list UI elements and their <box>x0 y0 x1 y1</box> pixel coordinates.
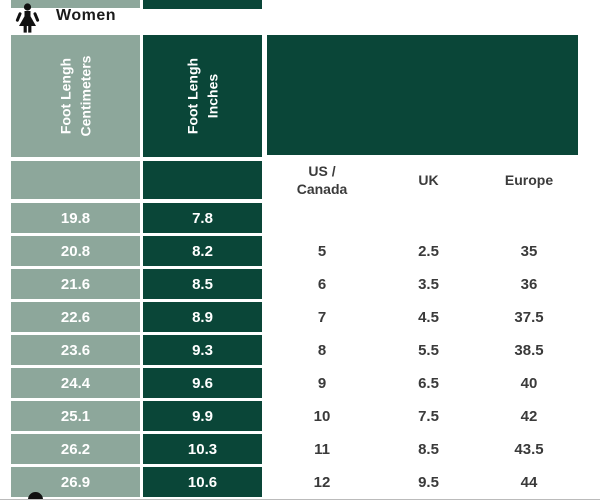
table-row: 25.1 9.9 10 7.5 42 <box>0 401 600 431</box>
cell-uk-size <box>377 203 480 233</box>
cell-europe-size: 36 <box>520 275 538 293</box>
section-title: Women <box>56 7 116 24</box>
cell-us-canada-size: 12 <box>313 473 331 491</box>
cell-us-canada-size: 6 <box>317 275 327 293</box>
cell-uk-size: 5.5 <box>418 341 439 359</box>
cell-foot-length-inches: 8.2 <box>143 236 262 266</box>
cell-us-canada-size: 11 <box>314 440 330 458</box>
cell-foot-length-cm: 23.6 <box>11 335 140 365</box>
cell-uk-size: 7.5 <box>418 407 439 425</box>
cell-us-canada-size: 7 <box>317 308 327 326</box>
cell-uk-size: 3.5 <box>418 275 439 293</box>
cell-europe-size: 38.5 <box>514 341 544 359</box>
cell-us-canada-size <box>267 203 377 233</box>
cell-uk-size: 9.5 <box>418 473 439 491</box>
table-row: 20.8 8.2 5 2.5 35 <box>0 236 600 266</box>
cell-foot-length-inches: 8.9 <box>143 302 262 332</box>
cell-europe-size: 42 <box>520 407 538 425</box>
cell-us-canada-size: 10 <box>313 407 331 425</box>
cell-uk-size: 8.5 <box>418 440 439 458</box>
cell-foot-length-cm: 24.4 <box>11 368 140 398</box>
subheader-europe: Europe <box>504 171 554 188</box>
previous-table-partial-cell-cm <box>11 0 140 8</box>
cell-foot-length-cm: 26.2 <box>11 434 140 464</box>
table-row: 24.4 9.6 9 6.5 40 <box>0 368 600 398</box>
cell-foot-length-inches: 10.3 <box>143 434 262 464</box>
header-foot-length-cm-label: Foot Lengh Centimeters <box>57 55 94 137</box>
subheader-us-canada: US / Canada <box>296 162 348 197</box>
cell-uk-size: 2.5 <box>418 242 439 260</box>
next-section-icon-partial <box>28 492 43 499</box>
table-row: 21.6 8.5 6 3.5 36 <box>0 269 600 299</box>
subheader-cm-empty-cell <box>11 161 140 199</box>
header-foot-length-inches-label: Foot Lengh Inches <box>184 57 221 135</box>
cell-foot-length-cm: 25.1 <box>11 401 140 431</box>
cell-us-canada-size: 8 <box>317 341 327 359</box>
cell-europe-size: 37.5 <box>514 308 544 326</box>
cell-foot-length-inches: 7.8 <box>143 203 262 233</box>
cell-foot-length-inches: 9.9 <box>143 401 262 431</box>
table-row: 26.9 10.6 12 9.5 44 <box>0 467 600 497</box>
cell-foot-length-cm: 21.6 <box>11 269 140 299</box>
table-body: 19.8 7.8 20.8 8.2 5 2.5 35 21.6 8.5 6 3.… <box>0 203 600 499</box>
cell-foot-length-inches: 9.6 <box>143 368 262 398</box>
cell-foot-length-cm: 19.8 <box>11 203 140 233</box>
header-foot-length-inches: Foot Lengh Inches <box>143 35 262 157</box>
cell-us-canada-size: 5 <box>317 242 327 260</box>
subheader-uk: UK <box>418 171 439 188</box>
cell-foot-length-inches: 9.3 <box>143 335 262 365</box>
header-foot-length-cm: Foot Lengh Centimeters <box>11 35 140 157</box>
table-row: 23.6 9.3 8 5.5 38.5 <box>0 335 600 365</box>
cell-europe-size: 35 <box>520 242 538 260</box>
cell-europe-size: 43.5 <box>514 440 544 458</box>
header-region-merged-block <box>267 35 578 155</box>
cell-foot-length-inches: 10.6 <box>143 467 262 497</box>
cell-foot-length-cm: 22.6 <box>11 302 140 332</box>
cell-foot-length-cm: 20.8 <box>11 236 140 266</box>
table-row: 22.6 8.9 7 4.5 37.5 <box>0 302 600 332</box>
woman-icon <box>15 3 40 33</box>
cell-foot-length-inches: 8.5 <box>143 269 262 299</box>
cell-europe-size: 40 <box>520 374 538 392</box>
cell-uk-size: 6.5 <box>418 374 439 392</box>
cell-us-canada-size: 9 <box>317 374 327 392</box>
cell-europe-size: 44 <box>520 473 538 491</box>
subheader-inches-empty-cell <box>143 161 262 199</box>
table-row: 26.2 10.3 11 8.5 43.5 <box>0 434 600 464</box>
cell-europe-size <box>480 203 578 233</box>
previous-table-partial-cell-inches <box>143 0 262 9</box>
table-row: 19.8 7.8 <box>0 203 600 233</box>
cell-uk-size: 4.5 <box>418 308 439 326</box>
